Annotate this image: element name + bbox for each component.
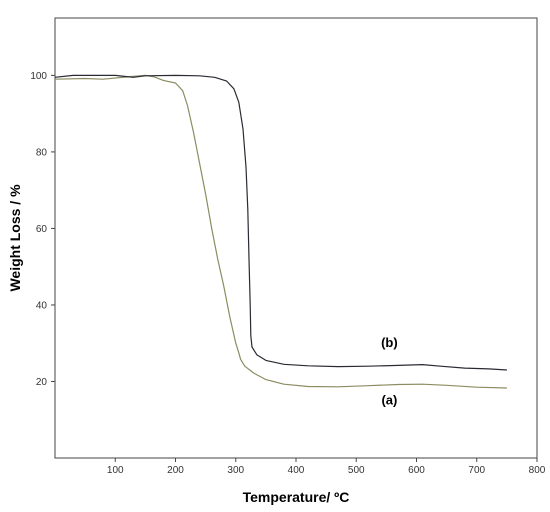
x-tick-label: 800: [529, 465, 546, 476]
y-tick-label: 40: [36, 300, 48, 311]
x-tick-label: 700: [468, 465, 485, 476]
y-tick-label: 100: [30, 71, 47, 82]
curve-annotations: (b) (a): [381, 335, 398, 407]
y-axis-title: Weight Loss / %: [7, 184, 23, 292]
x-tick-label: 600: [408, 465, 425, 476]
y-tick-label: 60: [36, 224, 48, 235]
series-lines: [54, 74, 507, 389]
axis-ticks: 100 200 300 400 500 600 700 800 20 40 60 80 100: [30, 71, 545, 476]
curve-label: (a): [381, 392, 397, 407]
plot-frame: [54, 17, 538, 459]
x-tick-label: 100: [107, 465, 124, 476]
curve-label: (b): [381, 335, 398, 350]
x-axis-title: Temperature/ ºC: [243, 489, 350, 505]
y-tick-label: 80: [36, 147, 48, 158]
x-tick-label: 300: [227, 465, 244, 476]
x-tick-label: 200: [167, 465, 184, 476]
series-line-b: [54, 74, 507, 371]
series-line-a: [54, 74, 507, 389]
x-tick-label: 400: [288, 465, 305, 476]
y-tick-label: 20: [36, 377, 48, 388]
x-tick-label: 500: [348, 465, 365, 476]
